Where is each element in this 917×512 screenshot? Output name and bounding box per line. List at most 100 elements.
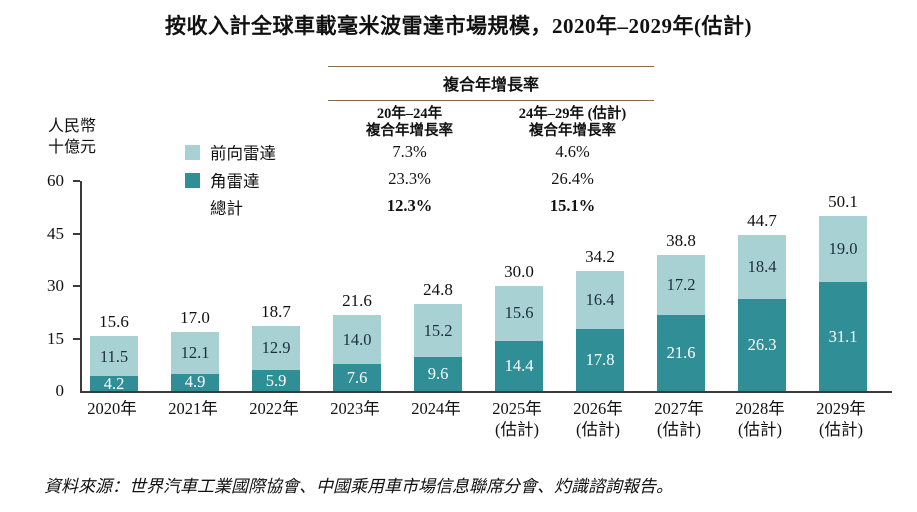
legend-item: 總計 [210,195,243,219]
bar-total-label: 18.7 [261,301,291,321]
y-tick [73,337,80,340]
bar-segment-corner-radar: 4.2 [90,374,138,393]
x-axis-label: 2029年 (估計) [796,398,886,440]
x-axis-label-year: 2021年 [168,399,218,418]
y-tick-label: 60 [47,171,64,190]
legend-swatch-corner-radar [185,172,200,188]
x-axis-label-year: 2028年 [735,399,785,418]
y-tick-label: 30 [47,276,64,295]
bar-segment-forward-radar: 18.4 [738,234,786,299]
bar-segment-corner-radar: 21.6 [657,315,705,391]
bar-segment-corner-radar: 26.3 [738,298,786,391]
bar-group: 19.0 31.1 50.1 [819,192,867,391]
cagr-column-header: 24年–29年 (估計) 複合年增長率 [491,101,654,140]
bar-segment-corner-radar: 9.6 [414,357,462,391]
y-tick [73,232,80,235]
cagr-value-cell: 26.4% [551,169,594,188]
source-note: 資料來源：世界汽車工業國際協會、中國乘用車市場信息聯席分會、灼識諮詢報告。 [44,477,673,496]
x-axis-label-year: 2026年 [573,399,623,418]
bar-segment-forward-radar: 17.2 [657,255,705,316]
legend-label: 前向雷達 [210,144,276,163]
y-tick-label: 45 [47,223,64,243]
bar-total-label: 34.2 [585,247,615,267]
cagr-column-header-line2: 複合年增長率 [529,123,616,139]
bar-segment-forward-radar: 14.0 [333,315,381,365]
y-axis-unit-line1: 人民幣 [48,118,97,135]
x-axis-label: 2021年 [148,398,238,419]
cagr-column-header-line2: 複合年增長率 [366,123,453,139]
cagr-column-header-line1: 20年–24年 [376,106,443,122]
cagr-value-cell: 12.3% [386,196,433,215]
cagr-value-row: 7.3% 4.6% [328,142,654,162]
x-axis-label-estimate: (估計) [819,420,863,439]
bar-total-label: 21.6 [342,291,372,311]
x-axis-label: 2028年 (估計) [715,398,805,440]
bar-group: 12.9 5.9 18.7 [252,302,300,391]
cagr-rule-top [328,66,654,67]
cagr-table-header: 複合年增長率 [442,77,539,94]
y-tick-label: 15 [47,328,64,348]
bar-total-label: 50.1 [828,191,858,211]
x-axis-label-estimate: (估計) [495,420,539,439]
y-axis-unit-line2: 十億元 [48,139,97,156]
x-axis-label-year: 2024年 [411,399,461,418]
cagr-rule-mid [328,100,654,101]
bar-segment-corner-radar: 31.1 [819,282,867,391]
bar-total-label: 44.7 [747,210,777,230]
bar-segment-forward-radar: 16.4 [576,271,624,329]
cagr-value-row: 12.3% 15.1% [328,196,654,216]
bar-segment-forward-radar: 11.5 [90,336,138,377]
cagr-table: 複合年增長率 20年–24年 複合年增長率 24年–29年 (估計) 複合年增長率 [328,66,654,140]
cagr-value-cell: 15.1% [549,196,596,215]
cagr-column-header-line1: 24年–29年 (估計) [518,106,627,122]
x-axis-label: 2025年 (估計) [472,398,562,440]
bar-segment-corner-radar: 17.8 [576,328,624,391]
cagr-column-header: 20年–24年 複合年增長率 [328,101,491,140]
bar-group: 18.4 26.3 44.7 [738,211,786,391]
bar-group: 15.6 14.4 30.0 [495,262,543,391]
bar-group: 14.0 7.6 21.6 [333,291,381,391]
cagr-value-row: 23.3% 26.4% [328,169,654,189]
bar-group: 16.4 17.8 34.2 [576,247,624,391]
bar-group: 12.1 4.9 17.0 [171,308,219,391]
cagr-value-cell: 7.3% [392,142,427,161]
bar-total-label: 38.8 [666,231,696,251]
bar-group: 17.2 21.6 38.8 [657,231,705,391]
x-axis-label-year: 2022年 [249,399,299,418]
bar-group: 11.5 4.2 15.6 [90,312,138,393]
cagr-value-cell: 23.3% [388,169,431,188]
bar-segment-forward-radar: 15.2 [414,304,462,358]
legend-label: 角雷達 [210,172,260,191]
x-axis-label-year: 2023年 [330,399,380,418]
y-axis-unit: 人民幣 十億元 [48,116,96,158]
y-tick [73,285,80,287]
x-axis-label: 2023年 [310,398,400,419]
bar-segment-forward-radar: 12.9 [252,325,300,371]
bar-total-label: 15.6 [99,312,129,332]
x-axis-label: 2026年 (估計) [553,398,643,440]
bar-segment-forward-radar: 12.1 [171,331,219,374]
x-axis-label-year: 2020年 [87,399,137,418]
plot-area: 11.5 4.2 15.6 12.1 4.9 17.0 12.9 5.9 18.7 14.0 7.6… [73,180,892,393]
y-tick-label: 0 [55,381,65,400]
bar-group: 15.2 9.6 24.8 [414,280,462,391]
legend-item: 角雷達 [185,168,260,192]
x-axis-label: 2027年 (估計) [634,398,724,440]
legend-swatch-forward-radar [185,144,200,160]
x-axis-label-estimate: (估計) [738,420,782,439]
bar-segment-forward-radar: 15.6 [495,286,543,341]
cagr-column-headers: 20年–24年 複合年增長率 24年–29年 (估計) 複合年增長率 [328,101,654,140]
x-axis-label-estimate: (估計) [576,420,620,439]
x-axis-label: 2020年 [67,398,157,419]
legend-label: 總計 [210,199,243,218]
x-axis-label-year: 2029年 [816,399,866,418]
bar-total-label: 30.0 [504,262,534,281]
bar-segment-corner-radar: 4.9 [171,372,219,391]
bar-total-label: 24.8 [423,280,453,300]
chart-title: 按收入計全球車載毫米波雷達市場規模，2020年–2029年(估計) [165,14,752,38]
x-axis-label-year: 2025年 [492,399,542,418]
bar-segment-forward-radar: 19.0 [819,215,867,283]
legend-item: 前向雷達 [185,140,276,164]
x-axis-label: 2024年 [391,398,481,419]
